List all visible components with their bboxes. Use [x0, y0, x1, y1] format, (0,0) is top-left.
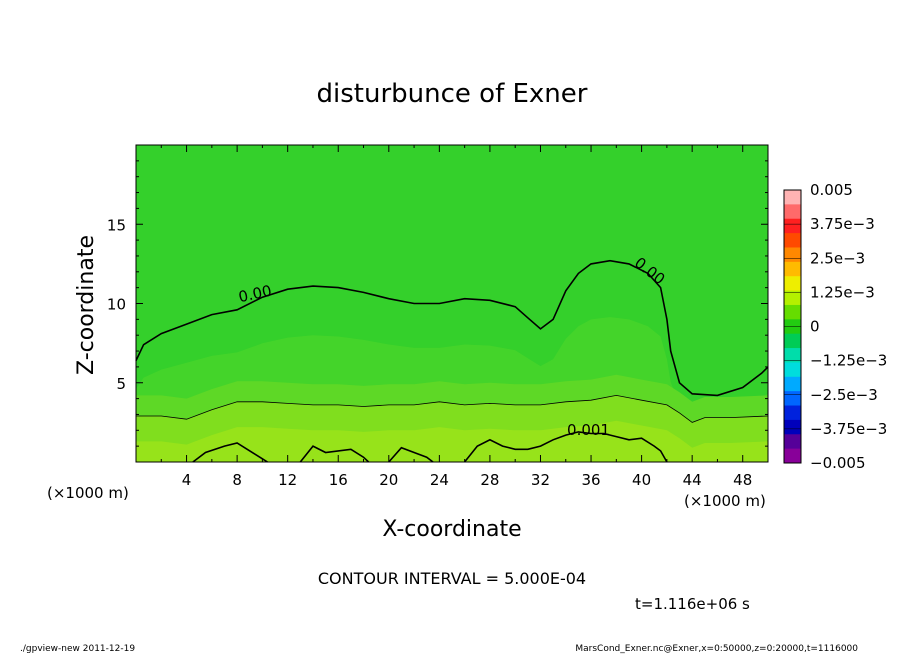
- colorbar-swatch: [784, 419, 801, 435]
- colorbar-swatch: [784, 276, 801, 292]
- contour-line: [388, 446, 434, 463]
- x-tick-label: 20: [379, 471, 398, 489]
- contour-fills: [136, 145, 768, 462]
- contour-line: [299, 445, 370, 463]
- colorbar-label: 2.5e−3: [810, 249, 865, 267]
- x-tick-label: 32: [531, 471, 550, 489]
- colorbar-label: 1.25e−3: [810, 283, 875, 301]
- time-text: t=1.116e+06 s: [635, 595, 750, 613]
- x-axis-label: X-coordinate: [382, 517, 521, 542]
- contour-line: [192, 442, 268, 463]
- x-unit-right: (×1000 m): [684, 492, 766, 510]
- colorbar-label: −2.5e−3: [810, 386, 878, 404]
- colorbar-label: 0: [810, 318, 820, 336]
- x-tick-label: 12: [278, 471, 297, 489]
- colorbar-swatch: [784, 348, 801, 363]
- contour-label: 0.001: [567, 421, 610, 439]
- colorbar-swatch: [784, 434, 801, 450]
- x-tick-label: 48: [733, 471, 752, 489]
- colorbar-swatch: [784, 190, 801, 205]
- colorbar-swatch: [784, 405, 801, 421]
- colorbar-swatch: [784, 204, 801, 220]
- footer-right: MarsCond_Exner.nc@Exner,x=0:50000,z=0:20…: [575, 644, 858, 654]
- colorbar-swatch: [784, 233, 801, 248]
- colorbar-swatch: [784, 362, 801, 378]
- x-tick-label: 40: [632, 471, 651, 489]
- colorbar-swatch: [784, 376, 801, 392]
- y-tick-label: 10: [107, 296, 126, 314]
- colorbar-label: −1.25e−3: [810, 352, 887, 370]
- x-tick-label: 28: [480, 471, 499, 489]
- colorbar-swatch: [784, 247, 801, 263]
- colorbar: 0.005 3.75e−3 2.5e−3 1.25e−3 0 −1.25e−3 −2.5e−…: [783, 181, 887, 472]
- colorbar-swatch: [784, 304, 801, 320]
- x-ticks: 4 8 12 16 20 24 28 32 36 40 44 48: [160, 145, 752, 489]
- fill-band-4: [136, 420, 768, 462]
- colorbar-label: 3.75e−3: [810, 215, 875, 233]
- x-tick-label: 8: [232, 471, 242, 489]
- y-tick-label: 15: [107, 216, 126, 234]
- plot-area: 0.000.000.001 4 8 12 16 20 24 28 32 36 40 44 48 510…: [107, 144, 769, 489]
- colorbar-label: −3.75e−3: [810, 420, 887, 438]
- x-tick-label: 44: [683, 471, 702, 489]
- colorbar-label: 0.005: [810, 181, 853, 199]
- colorbar-swatch: [784, 218, 801, 234]
- y-axis-label: Z-coordinate: [74, 235, 99, 375]
- footer-left: ./gpview-new 2011-12-19: [20, 644, 135, 654]
- chart-title: disturbunce of Exner: [317, 79, 588, 109]
- colorbar-label: −0.005: [810, 454, 866, 472]
- x-tick-label: 24: [430, 471, 449, 489]
- contour-lines: [135, 259, 769, 463]
- x-tick-label: 36: [581, 471, 600, 489]
- contour-line: [463, 431, 668, 463]
- colorbar-swatch: [784, 448, 801, 464]
- x-unit-left: (×1000 m): [47, 484, 129, 502]
- contour-interval-text: CONTOUR INTERVAL = 5.000E-04: [318, 569, 586, 588]
- y-ticks: 5 10 15: [107, 160, 768, 447]
- x-tick-label: 4: [182, 471, 192, 489]
- colorbar-swatch: [784, 391, 801, 407]
- contour-line: [136, 394, 769, 423]
- y-tick-label: 5: [116, 375, 126, 393]
- colorbar-swatch: [784, 333, 801, 349]
- x-tick-label: 16: [329, 471, 348, 489]
- colorbar-swatch: [784, 290, 801, 306]
- contour-line: [135, 259, 769, 397]
- colorbar-swatch: [784, 261, 801, 277]
